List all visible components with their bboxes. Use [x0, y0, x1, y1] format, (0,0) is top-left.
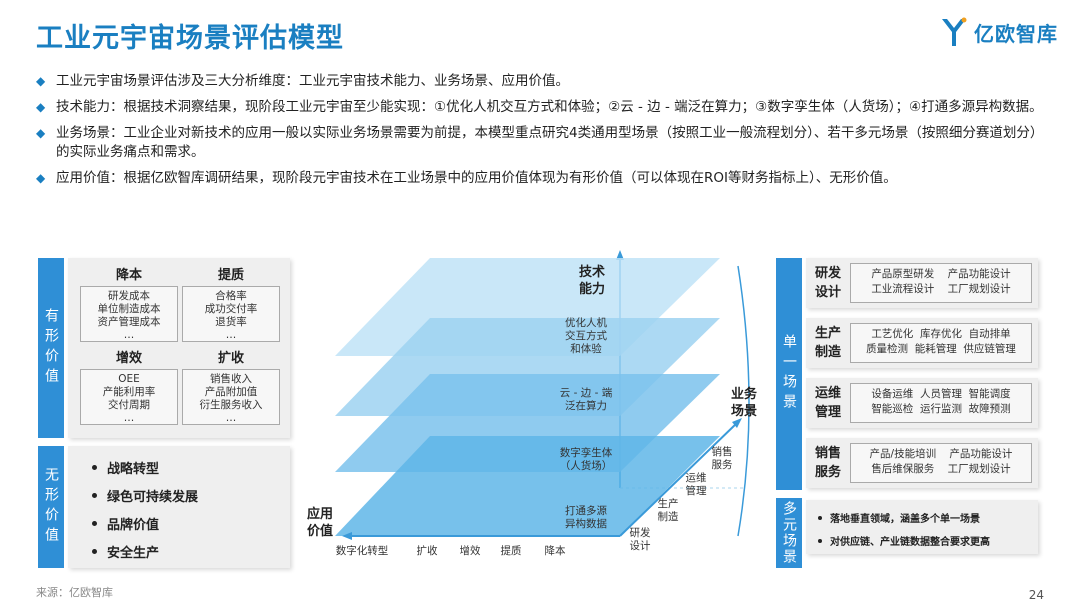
z-tick-label: 运维 [686, 471, 707, 484]
quad-cost: 降本 研发成本 单位制造成本 资产管理成本… [80, 264, 178, 342]
list-item: 对供应链、产业链数据整合要求更高 [818, 533, 990, 548]
scenario-row-manufacturing: 生产制造 工艺优化 库存优化 自动排单 质量检测 能耗管理 供应链管理 [806, 318, 1038, 368]
layer-plane-4 [335, 436, 720, 536]
layer-label-4: 异构数据 [565, 517, 607, 530]
list-item: 落地垂直领域，涵盖多个单一场景 [818, 510, 990, 525]
scene-evaluation-model: 技术 能力 优化人机 交互方式 和体验 云 - 边 - 端 泛在算力 数字孪生体… [307, 250, 758, 557]
bullet-item: ◆ 工业元宇宙场景评估涉及三大分析维度：工业元宇宙技术能力、业务场景、应用价值。 [36, 73, 569, 89]
z-tick-label: 服务 [712, 458, 733, 471]
list-item: 绿色可持续发展 [92, 486, 198, 505]
z-axis-title: 业务 [731, 386, 758, 402]
page-number: 24 [1028, 588, 1044, 602]
quad-revenue: 扩收 销售收入 产品附加值 衍生服务收入… [182, 347, 280, 425]
z-tick-label: 销售 [712, 445, 733, 458]
intangible-list: 战略转型 绿色可持续发展 品牌价值 安全生产 [92, 458, 198, 570]
bullet-item: ◆ 技术能力：根据技术洞察结果，现阶段工业元宇宙至少能实现：①优化人机交互方式和体… [36, 99, 1043, 115]
single-scenario-band: 单一场景 [776, 258, 802, 490]
z-axis-line [619, 421, 739, 537]
z-tick-label: 制造 [658, 510, 679, 523]
list-item: 品牌价值 [92, 514, 198, 533]
diamond-icon: ◆ [36, 126, 46, 140]
quad-quality: 提质 合格率 成功交付率 退货率… [182, 264, 280, 342]
z-tick-label: 设计 [630, 539, 651, 552]
list-item: 战略转型 [92, 458, 198, 477]
multi-scenario-list: 落地垂直领域，涵盖多个单一场景 对供应链、产业链数据整合要求更高 [818, 510, 990, 556]
y-axis-arrow-icon [616, 250, 624, 260]
scenario-row-sales: 销售服务 产品/技能培训 产品功能设计 售后维保服务 工厂规划设计 [806, 438, 1038, 488]
tangible-value-band: 有形价值 [38, 258, 64, 438]
layer-label-1: 优化人机 [565, 316, 607, 329]
multi-scenario-band: 多元场景 [776, 498, 802, 568]
bullet-list: ◆ 工业元宇宙场景评估涉及三大分析维度：工业元宇宙技术能力、业务场景、应用价值。 … [36, 72, 1056, 195]
logo: 亿欧智库 [940, 16, 1058, 48]
layer-label-1: 和体验 [570, 342, 602, 355]
multi-scenario-panel [806, 500, 1038, 554]
z-tick-label: 生产 [658, 497, 679, 510]
x-axis-arrow-icon [342, 532, 352, 540]
x-axis-title: 价值 [307, 523, 333, 539]
logo-text: 亿欧智库 [974, 21, 1058, 46]
x-tick-label: 数字化转型 [336, 544, 389, 557]
bullet-item: ◆ 业务场景：工业企业对新技术的应用一般以实际业务场景需要为前提，本模型重点研究4… [36, 125, 1044, 160]
bullet-item: ◆ 应用价值：根据亿欧智库调研结果，现阶段元宇宙技术在工业场景中的应用价值体现为有… [36, 170, 897, 186]
y-axis-title: 技术 [579, 264, 605, 280]
layer-label-3: 数字孪生体 [560, 446, 613, 459]
z-tick-label: 研发 [630, 526, 651, 539]
diamond-icon: ◆ [36, 74, 46, 88]
y-axis-title: 能力 [579, 281, 605, 297]
diamond-icon: ◆ [36, 171, 46, 185]
layer-label-4: 打通多源 [565, 504, 607, 517]
z-axis-title: 场景 [731, 404, 757, 419]
x-tick-label: 增效 [460, 544, 481, 557]
intangible-value-band: 无形价值 [38, 446, 64, 568]
layer-label-3: （人货场） [560, 459, 613, 472]
layer-label-2: 泛在算力 [565, 399, 607, 412]
curved-bracket [737, 265, 750, 537]
scenario-row-rd: 研发设计 产品原型研发 产品功能设计 工业流程设计 工厂规划设计 [806, 258, 1038, 308]
diamond-icon: ◆ [36, 100, 46, 114]
page-title: 工业元宇宙场景评估模型 [36, 23, 344, 54]
source-note: 来源：亿欧智库 [36, 586, 113, 599]
scenario-row-operations: 运维管理 设备运维 人员管理 智能调度 智能巡检 运行监测 故障预测 [806, 378, 1038, 428]
intangible-value-panel [68, 446, 290, 568]
list-item: 安全生产 [92, 542, 198, 561]
x-axis-title: 应用 [307, 506, 333, 522]
x-tick-label: 提质 [501, 545, 522, 557]
z-tick-label: 管理 [686, 484, 707, 497]
quad-efficiency: 增效 OEE 产能利用率 交付周期… [80, 347, 178, 425]
logo-mark-icon [942, 17, 967, 46]
layer-label-2: 云 - 边 - 端 [560, 386, 613, 399]
layer-label-1: 交互方式 [565, 329, 607, 342]
x-tick-label: 降本 [545, 544, 566, 557]
x-tick-label: 扩收 [417, 544, 438, 557]
z-axis-arrow-icon [732, 418, 742, 428]
